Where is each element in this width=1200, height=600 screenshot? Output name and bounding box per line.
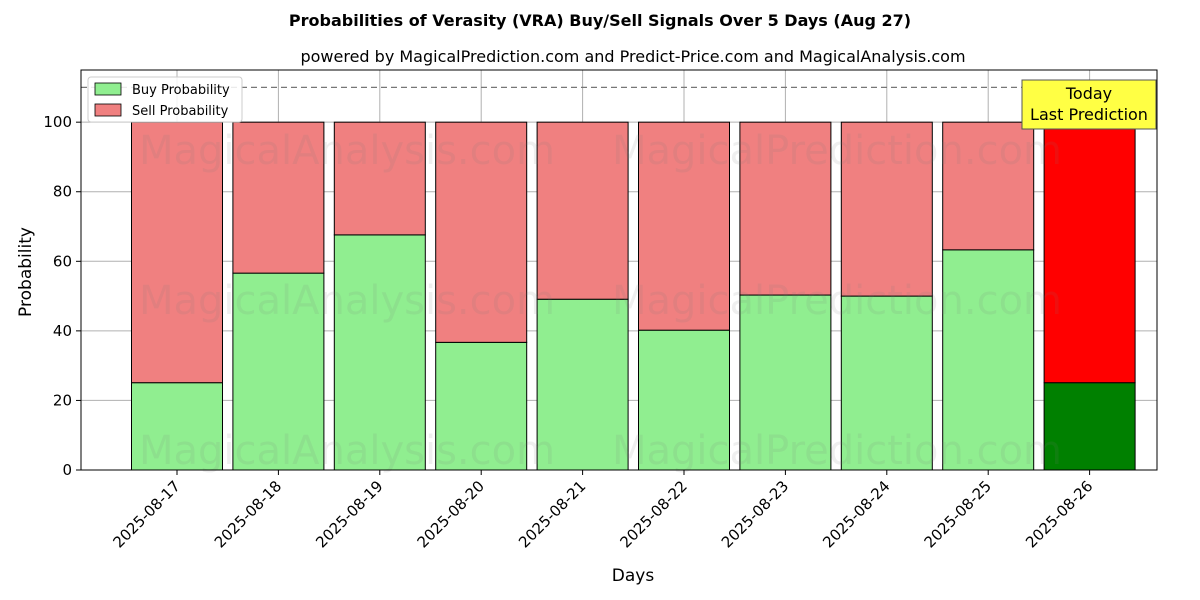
buy-bar — [1043, 382, 1136, 471]
chart-title: Probabilities of Verasity (VRA) Buy/Sell… — [289, 11, 911, 30]
x-tick-label: 2025-08-26 — [1022, 477, 1096, 551]
x-tick-label: 2025-08-17 — [109, 477, 183, 551]
today-annotation-line1: Today — [1065, 84, 1112, 103]
sell-bar — [1043, 121, 1136, 384]
x-tick-label: 2025-08-25 — [921, 477, 995, 551]
today-annotation-line2: Last Prediction — [1030, 105, 1148, 124]
x-tick-label: 2025-08-21 — [515, 477, 589, 551]
sell-bar — [131, 121, 223, 384]
y-tick-label: 100 — [43, 113, 72, 131]
watermark-text: MagicalAnalysis.com — [139, 128, 555, 174]
y-axis: 0 20 40 60 80 100 — [43, 113, 81, 479]
legend-buy-swatch — [94, 82, 122, 96]
watermarks: MagicalAnalysis.com MagicalPrediction.com… — [139, 128, 1062, 474]
sell-bar — [435, 121, 528, 343]
y-tick-label: 40 — [53, 322, 72, 340]
y-tick-label: 60 — [53, 252, 72, 270]
y-tick-label: 0 — [62, 461, 72, 479]
x-tick-label: 2025-08-23 — [718, 477, 792, 551]
y-axis-label: Probability — [16, 227, 36, 317]
x-axis: 2025-08-17 2025-08-18 2025-08-19 2025-08-20… — [109, 470, 1096, 551]
legend-box — [87, 76, 243, 123]
sell-bar — [638, 121, 730, 331]
x-tick-label: 2025-08-19 — [312, 477, 386, 551]
today-annotation-box — [1021, 79, 1157, 130]
watermark-text: MagicalPrediction.com — [612, 428, 1062, 474]
buy-bar — [739, 294, 832, 471]
y-tick-label: 20 — [53, 391, 72, 409]
sell-bar — [739, 121, 832, 296]
buy-bar — [333, 234, 426, 471]
y-tick-label: 80 — [53, 183, 72, 201]
sell-bar — [840, 121, 933, 297]
plot-frame — [80, 69, 1158, 471]
legend-buy-label: Buy Probability — [132, 83, 230, 98]
watermark-text: MagicalAnalysis.com — [139, 428, 555, 474]
chart-subtitle: powered by MagicalPrediction.com and Pre… — [300, 47, 965, 66]
today-annotation: Today Last Prediction — [1021, 79, 1157, 130]
buy-bar — [638, 329, 730, 471]
sell-bar — [536, 121, 629, 300]
x-tick-label: 2025-08-22 — [616, 477, 690, 551]
buy-bar — [840, 295, 933, 471]
legend: Buy Probability Sell Probability — [87, 76, 243, 123]
x-axis-label: Days — [612, 566, 655, 586]
watermark-text: MagicalPrediction.com — [612, 278, 1062, 324]
x-tick-label: 2025-08-20 — [414, 477, 488, 551]
sell-bar — [942, 121, 1035, 251]
watermark-text: MagicalAnalysis.com — [139, 278, 555, 324]
buy-bar — [131, 382, 223, 471]
buy-bar — [435, 341, 528, 471]
watermark-text: MagicalPrediction.com — [612, 128, 1062, 174]
sell-bar — [333, 121, 426, 236]
x-tick-label: 2025-08-18 — [211, 477, 285, 551]
x-tick-label: 2025-08-24 — [819, 477, 893, 551]
bars — [131, 121, 1136, 471]
buy-bar — [942, 249, 1035, 471]
buy-bar — [536, 298, 629, 471]
legend-sell-swatch — [94, 103, 122, 117]
legend-sell-label: Sell Probability — [132, 104, 229, 119]
sell-bar — [232, 121, 325, 274]
